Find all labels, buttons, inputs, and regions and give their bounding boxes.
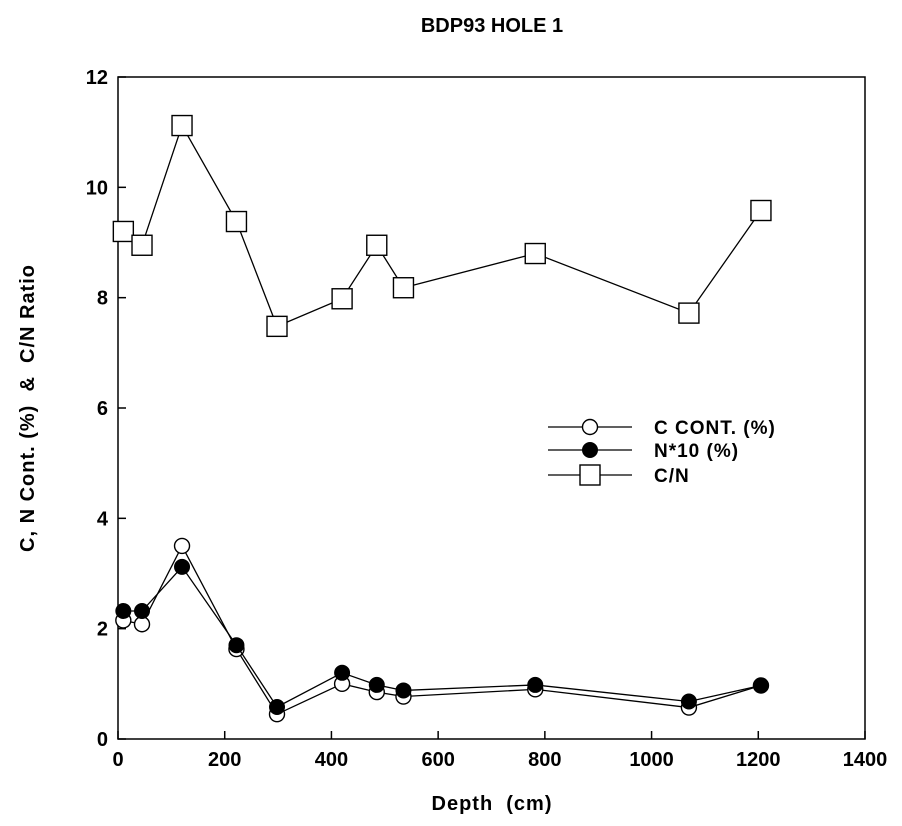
legend-marker-cn-ratio xyxy=(579,464,601,486)
x-tick-label: 0 xyxy=(112,749,123,771)
series-n-times-10 xyxy=(115,558,769,716)
y-tick-label: 10 xyxy=(86,177,108,199)
x-tick-label: 200 xyxy=(208,749,241,771)
series-layer xyxy=(112,114,772,723)
data-point-n-times-10 xyxy=(174,558,191,575)
y-tick-label: 6 xyxy=(97,398,108,420)
data-point-n-times-10 xyxy=(680,693,697,710)
data-point-cn-ratio xyxy=(171,114,193,137)
y-axis-label: C, N Cont. (%) & C/N Ratio xyxy=(17,264,39,552)
legend: C CONT. (%)N*10 (%) C/N xyxy=(548,418,776,487)
data-point-c-content xyxy=(173,537,191,555)
x-tick-label: 1000 xyxy=(629,749,674,771)
data-point-n-times-10 xyxy=(134,603,151,620)
y-tick-label: 4 xyxy=(97,508,109,530)
data-point-cn-ratio xyxy=(678,302,700,324)
data-point-n-times-10 xyxy=(527,676,544,693)
data-point-cn-ratio xyxy=(366,234,388,256)
legend-marker-c-content xyxy=(581,418,599,436)
x-tick-label: 800 xyxy=(528,749,561,771)
x-tick-label: 1200 xyxy=(736,749,781,771)
series-c-content xyxy=(115,537,770,723)
chart-title: BDP93 HOLE 1 xyxy=(421,15,563,37)
y-tick-label: 8 xyxy=(97,288,108,310)
series-line-cn-ratio xyxy=(122,123,762,328)
data-point-n-times-10 xyxy=(115,603,132,620)
data-point-cn-ratio xyxy=(392,277,415,299)
x-axis: 0 200 400 600 800 1000 1200 1400 xyxy=(112,731,887,771)
data-point-cn-ratio xyxy=(112,220,135,243)
data-point-cn-ratio xyxy=(225,210,248,233)
legend-label-n-times-10: N*10 (%) xyxy=(654,441,739,462)
y-axis: 0 2 4 6 8 10 12 xyxy=(86,67,126,751)
x-tick-label: 600 xyxy=(421,749,454,771)
data-point-cn-ratio xyxy=(331,288,353,310)
series-line-n-times-10 xyxy=(123,565,762,708)
y-tick-label: 0 xyxy=(97,729,108,751)
x-axis-label: Depth (cm) xyxy=(432,793,553,815)
data-point-cn-ratio xyxy=(131,234,153,256)
y-tick-label: 2 xyxy=(97,619,108,641)
legend-marker-n-times-10 xyxy=(582,442,598,458)
data-point-n-times-10 xyxy=(269,699,286,716)
x-tick-label: 400 xyxy=(315,749,348,771)
legend-label-c-content: C CONT. (%) xyxy=(654,418,776,439)
data-point-n-times-10 xyxy=(752,677,769,694)
x-tick-label: 1400 xyxy=(843,749,888,771)
y-tick-label: 12 xyxy=(86,67,108,89)
data-point-cn-ratio xyxy=(524,242,546,265)
data-point-n-times-10 xyxy=(334,664,351,681)
data-point-n-times-10 xyxy=(228,637,245,654)
data-point-cn-ratio xyxy=(266,315,288,338)
series-cn-ratio xyxy=(112,114,772,338)
data-point-n-times-10 xyxy=(395,682,412,699)
legend-label-cn-ratio: C/N xyxy=(654,466,690,487)
plot-frame xyxy=(117,76,866,740)
data-point-cn-ratio xyxy=(750,199,772,222)
data-point-n-times-10 xyxy=(368,676,385,693)
